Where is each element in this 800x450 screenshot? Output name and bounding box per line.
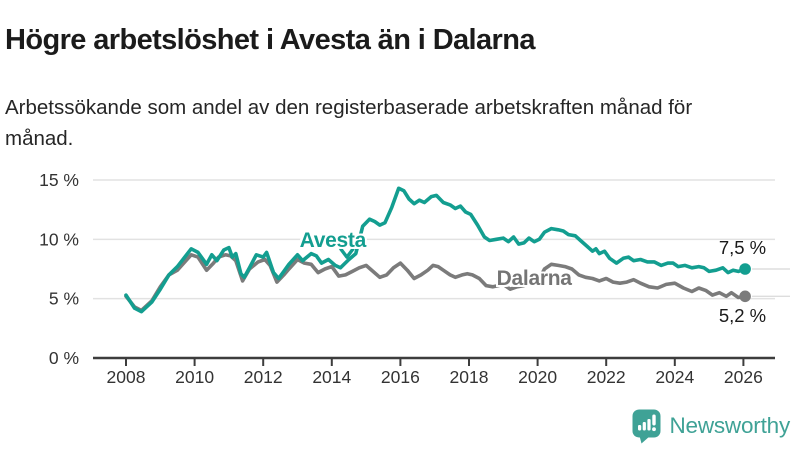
y-axis-label-15: 15 %: [39, 170, 79, 190]
x-axis-label-2008: 2008: [107, 367, 146, 387]
y-axis-label-10: 10 %: [39, 229, 79, 249]
series-label-dalarna: Dalarna: [496, 266, 572, 290]
newsworthy-chart-bubble-icon: [632, 409, 661, 444]
newsworthy-logo: Newsworthy: [631, 408, 790, 444]
page-title: Högre arbetslöshet i Avesta än i Dalarna: [5, 24, 535, 57]
end-value-label-avesta: 7,5 %: [718, 236, 767, 258]
series-label-avesta: Avesta: [299, 228, 367, 252]
chart-subtitle: Arbetssökande som andel av den registerb…: [5, 95, 693, 150]
x-axis-label-2012: 2012: [244, 367, 283, 387]
x-axis-label-2026: 2026: [724, 367, 763, 387]
series-line-dalarna: [124, 253, 747, 313]
y-axis-label-0: 0 %: [49, 348, 79, 368]
x-axis-label-2010: 2010: [175, 367, 214, 387]
x-axis-label-2024: 2024: [655, 367, 694, 387]
series-end-dot-dalarna: [739, 290, 751, 303]
x-axis-label-2016: 2016: [381, 367, 420, 387]
x-axis-label-2022: 2022: [587, 367, 626, 387]
x-axis-label-2014: 2014: [312, 367, 351, 387]
annotation-arrow-avesta: [339, 247, 355, 259]
newsworthy-wordmark: Newsworthy: [669, 413, 790, 438]
x-axis-label-2018: 2018: [450, 367, 489, 387]
series-line-avesta: [124, 186, 747, 314]
end-value-label-dalarna: 5,2 %: [718, 305, 767, 327]
x-axis-label-2020: 2020: [518, 367, 557, 387]
series-end-dot-avesta: [739, 263, 751, 275]
y-axis-label-5: 5 %: [49, 289, 79, 309]
